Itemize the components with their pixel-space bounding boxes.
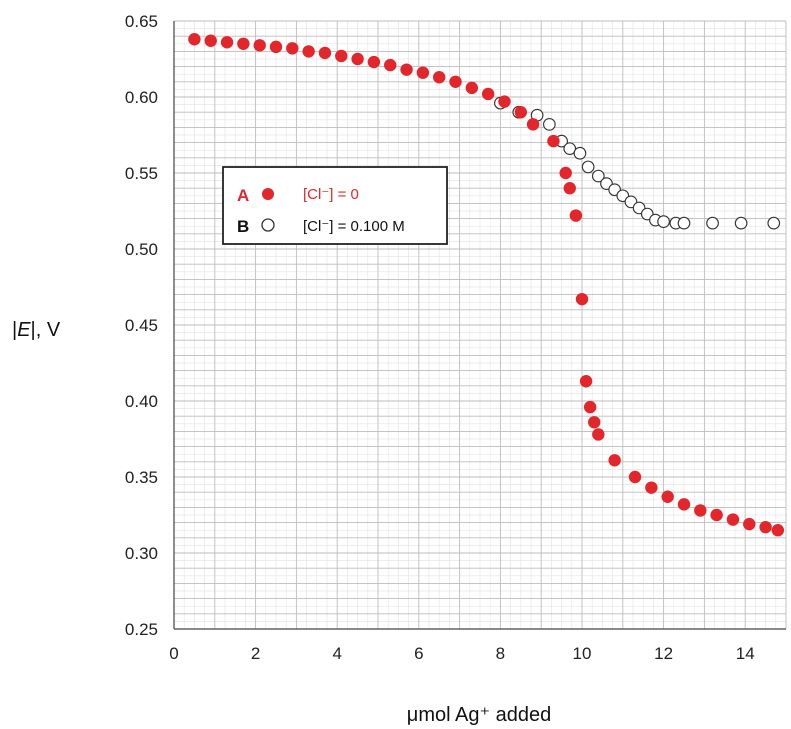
series-a-point xyxy=(449,75,462,89)
series-a-point xyxy=(583,400,597,414)
x-tick-label: 10 xyxy=(573,644,592,663)
series-a-point xyxy=(771,524,785,537)
series-a-point xyxy=(759,520,772,534)
series-a-point xyxy=(726,513,740,526)
legend-box xyxy=(222,166,448,245)
series-b-point xyxy=(657,215,670,228)
y-tick-label: 0.50 xyxy=(125,240,158,259)
series-b-point xyxy=(734,216,748,230)
series-a-point xyxy=(220,36,234,49)
legend-a-label: [Cl⁻] = 0 xyxy=(303,186,359,203)
legend-a-key: A xyxy=(237,186,249,205)
y-tick-label: 0.25 xyxy=(125,620,158,639)
y-tick-label: 0.30 xyxy=(125,544,158,563)
series-b-point xyxy=(573,146,587,160)
series-a-point xyxy=(588,416,601,429)
series-a-point xyxy=(628,470,642,484)
series-a-point xyxy=(743,517,756,531)
series-a-point xyxy=(498,95,511,108)
series-a-point xyxy=(400,63,413,76)
series-a-point xyxy=(563,182,576,195)
series-b-point xyxy=(591,169,605,183)
x-tick-label: 0 xyxy=(169,644,178,663)
series-a-point xyxy=(547,134,560,148)
series-b-point xyxy=(581,160,595,174)
series-a-point xyxy=(253,39,266,52)
series-b-point xyxy=(543,118,556,131)
y-tick-label: 0.45 xyxy=(125,316,158,335)
legend: A [Cl⁻] = 0 B [Cl⁻] = 0.100 M xyxy=(222,166,448,245)
series-a-point xyxy=(514,106,527,119)
y-tick-label: 0.65 xyxy=(125,12,158,31)
series-a-point xyxy=(351,52,364,66)
axes xyxy=(173,21,786,630)
series-b-points xyxy=(494,96,781,230)
series-a-point xyxy=(661,490,674,503)
series-a-point xyxy=(302,45,315,58)
series-a-point xyxy=(592,428,605,441)
series-a-point xyxy=(433,71,446,84)
y-tick-label: 0.55 xyxy=(125,164,158,183)
series-a-point xyxy=(481,87,495,101)
y-tick-label: 0.35 xyxy=(125,468,158,487)
y-axis-title: |E|, V xyxy=(12,319,61,341)
series-a-point xyxy=(645,481,658,494)
series-a-point xyxy=(416,66,430,79)
series-a-point xyxy=(204,34,217,47)
series-a-point xyxy=(318,46,332,60)
series-a-point xyxy=(710,508,723,522)
series-a-point xyxy=(579,375,593,388)
x-axis-title: μmol Ag⁺ added xyxy=(407,704,551,726)
series-a-points xyxy=(188,33,785,537)
series-a-point xyxy=(237,37,250,50)
legend-a-marker xyxy=(262,188,274,200)
series-a-point xyxy=(694,504,707,517)
x-tick-label: 4 xyxy=(332,644,341,663)
series-a-point xyxy=(367,55,381,69)
series-a-point xyxy=(384,58,397,72)
series-a-point xyxy=(335,49,348,63)
series-a-point xyxy=(575,292,589,306)
y-tick-label: 0.60 xyxy=(125,88,158,107)
grid-major-lines xyxy=(173,20,787,630)
series-b-point xyxy=(706,216,719,230)
x-tick-label: 14 xyxy=(736,644,755,663)
y-tick-labels: 0.25 0.30 0.35 0.40 0.45 0.50 0.55 0.60 0.65 xyxy=(125,12,158,639)
series-a-point xyxy=(677,498,691,511)
series-a-point xyxy=(608,454,621,467)
x-tick-labels: 0 2 4 6 8 10 12 14 xyxy=(169,644,754,663)
series-a-point xyxy=(188,33,201,46)
x-tick-label: 2 xyxy=(251,644,260,663)
series-b-point xyxy=(677,216,691,230)
legend-b-label: [Cl⁻] = 0.100 M xyxy=(303,218,405,235)
series-b-point xyxy=(767,216,781,230)
series-a-point xyxy=(269,40,283,54)
series-a-point xyxy=(465,81,479,95)
series-a-point xyxy=(526,118,540,131)
x-tick-label: 12 xyxy=(654,644,673,663)
x-tick-label: 6 xyxy=(414,644,423,663)
legend-b-marker xyxy=(261,218,275,232)
y-tick-label: 0.40 xyxy=(125,392,158,411)
legend-b-key: B xyxy=(237,217,249,236)
series-a-point xyxy=(286,42,299,55)
series-a-point xyxy=(569,209,583,222)
x-tick-label: 8 xyxy=(496,644,505,663)
series-a-point xyxy=(559,166,572,180)
